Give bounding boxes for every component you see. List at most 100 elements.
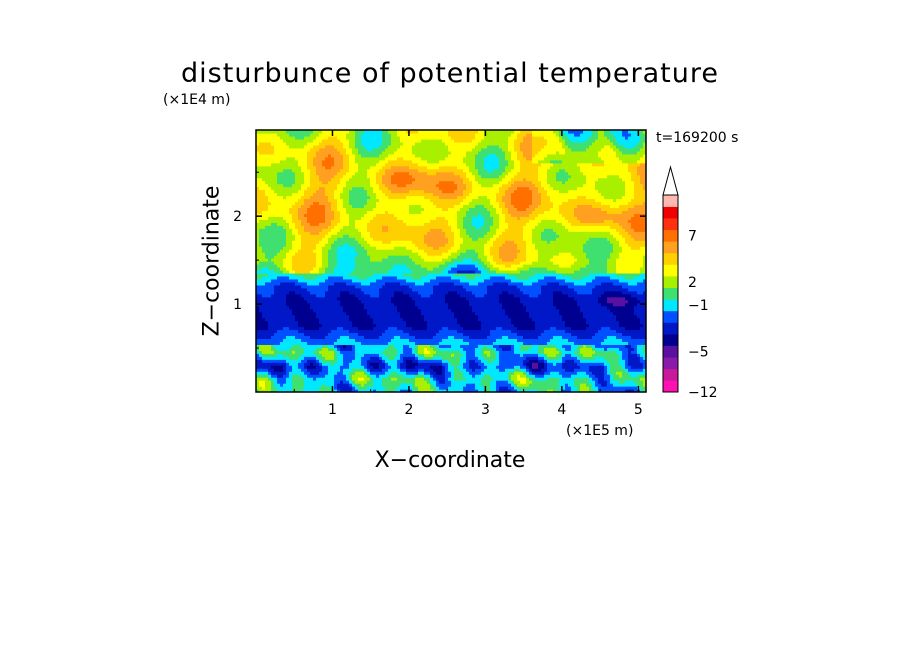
field-cell (493, 362, 497, 366)
field-cell (346, 338, 350, 342)
field-cell (634, 365, 638, 369)
field-cell (553, 365, 557, 369)
field-cell (631, 290, 635, 295)
field-cell (355, 341, 359, 345)
field-cell (325, 296, 329, 301)
field-cell (574, 338, 578, 342)
field-cell (628, 284, 632, 289)
field-cell (619, 350, 623, 354)
field-cell (301, 338, 305, 342)
field-cell (517, 353, 521, 357)
field-cell (508, 293, 512, 298)
field-cell (388, 305, 392, 310)
field-cell (640, 317, 644, 322)
field-cell (610, 290, 614, 295)
field-cell (286, 377, 290, 381)
field-cell (619, 317, 623, 322)
field-cell (403, 296, 407, 301)
field-cell (295, 308, 299, 313)
field-cell (328, 287, 332, 292)
field-cell (463, 290, 467, 295)
field-cell (310, 341, 314, 345)
field-cell (292, 308, 296, 313)
field-cell (394, 287, 398, 292)
field-cell (580, 344, 584, 348)
field-cell (559, 290, 563, 295)
field-cell (478, 296, 482, 301)
field-cell (571, 281, 575, 286)
field-cell (427, 314, 431, 319)
field-cell (412, 353, 416, 357)
field-cell (394, 359, 398, 363)
field-cell (310, 383, 314, 387)
field-cell (574, 278, 578, 283)
field-cell (595, 389, 599, 392)
field-cell (415, 347, 419, 351)
field-cell (496, 386, 500, 390)
field-cell (421, 305, 425, 310)
field-cell (457, 386, 461, 390)
field-cell (493, 374, 497, 378)
field-cell (640, 344, 644, 348)
field-cell (268, 356, 272, 360)
field-cell (520, 335, 524, 340)
field-cell (355, 350, 359, 354)
field-cell (490, 377, 494, 381)
field-cell (469, 332, 473, 337)
field-cell (313, 344, 317, 348)
field-cell (424, 302, 428, 307)
field-cell (565, 344, 569, 348)
field-cell (274, 293, 278, 298)
field-cell (469, 380, 473, 384)
field-cell (280, 275, 284, 280)
field-cell (604, 299, 608, 304)
field-cell (346, 332, 350, 337)
field-cell (409, 365, 413, 369)
field-cell (619, 287, 623, 292)
field-cell (505, 302, 509, 307)
field-cell (445, 332, 449, 337)
field-cell (379, 353, 383, 357)
field-cell (622, 314, 626, 319)
field-cell (376, 386, 380, 390)
field-cell (268, 368, 272, 372)
field-cell (517, 341, 521, 345)
field-cell (604, 323, 608, 328)
field-cell (451, 293, 455, 298)
field-cell (346, 290, 350, 295)
field-cell (286, 278, 290, 283)
field-cell (490, 344, 494, 348)
field-cell (283, 371, 287, 375)
field-cell (295, 323, 299, 328)
field-cell (397, 377, 401, 381)
field-cell (256, 320, 260, 325)
field-cell (415, 299, 419, 304)
field-cell (274, 305, 278, 310)
field-cell (418, 329, 422, 334)
field-cell (484, 368, 488, 372)
field-cell (268, 341, 272, 345)
field-cell (622, 317, 626, 322)
field-cell (619, 353, 623, 357)
field-cell (412, 356, 416, 360)
field-cell (283, 341, 287, 345)
field-cell (631, 278, 635, 283)
field-cell (262, 311, 266, 316)
field-cell (508, 371, 512, 375)
field-cell (487, 362, 491, 366)
field-cell (469, 299, 473, 304)
field-cell (499, 380, 503, 384)
field-cell (559, 302, 563, 307)
field-cell (439, 326, 443, 331)
field-cell (382, 356, 386, 360)
field-cell (490, 380, 494, 384)
field-cell (484, 383, 488, 387)
field-cell (379, 275, 383, 280)
field-cell (547, 293, 551, 298)
field-cell (307, 356, 311, 360)
field-cell (553, 326, 557, 331)
field-cell (436, 353, 440, 357)
y-axis-unit: (×1E4 m) (163, 92, 231, 108)
field-cell (301, 302, 305, 307)
field-cell (514, 359, 518, 363)
